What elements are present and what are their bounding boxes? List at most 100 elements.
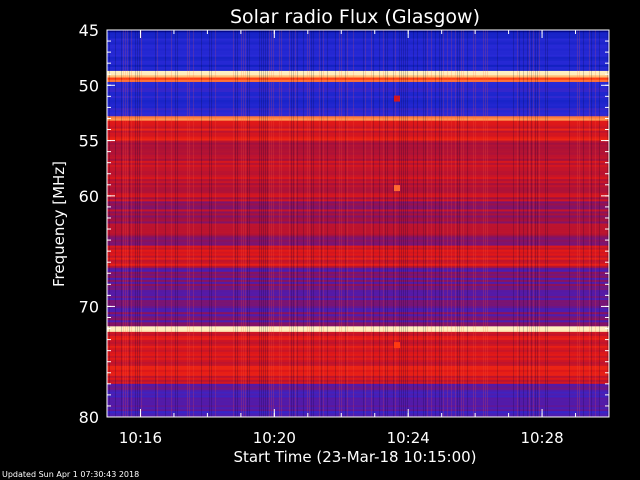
plot-frame — [106, 29, 610, 418]
noise-streak — [235, 30, 236, 417]
freq-band-row — [107, 177, 609, 180]
y-tick-label: 80 — [79, 408, 99, 427]
noise-streak — [463, 30, 464, 417]
noise-streak — [467, 30, 468, 417]
noise-streak — [473, 30, 474, 417]
freq-band-row — [107, 363, 609, 367]
freq-band-row — [107, 241, 609, 245]
noise-streak — [407, 30, 408, 417]
noise-streak — [539, 30, 540, 417]
freq-band-row — [107, 221, 609, 225]
freq-band-row — [107, 375, 609, 379]
freq-band-row — [107, 52, 609, 56]
noise-streak — [125, 30, 126, 417]
noise-streak — [353, 30, 354, 417]
y-axis-label: Frequency [MHz] — [50, 161, 68, 287]
freq-band-row — [107, 409, 609, 412]
freq-band-row — [107, 83, 609, 87]
noise-streak — [443, 30, 444, 417]
freq-band-row — [107, 316, 609, 319]
noise-streak — [457, 30, 458, 417]
noise-streak — [109, 30, 110, 417]
freq-band-row — [107, 181, 609, 184]
freq-band-row — [107, 164, 609, 168]
freq-band-row — [107, 122, 609, 126]
freq-band-row — [107, 88, 609, 91]
noise-streak — [193, 30, 194, 417]
noise-streak — [121, 30, 122, 417]
freq-band-row — [107, 120, 609, 124]
noise-streak — [319, 30, 320, 417]
freq-band-row — [107, 310, 609, 313]
noise-streak — [265, 30, 266, 417]
freq-band-row — [107, 189, 609, 192]
freq-band-row — [107, 373, 609, 377]
freq-band-row — [107, 387, 609, 391]
noise-streak — [607, 30, 608, 417]
noise-streak — [405, 30, 406, 417]
freq-band-row — [107, 90, 609, 93]
freq-band-row — [107, 397, 609, 401]
noise-streak — [187, 30, 188, 417]
freq-band-row — [107, 345, 609, 349]
freq-band-row — [107, 86, 609, 89]
noise-streak — [279, 30, 280, 417]
noise-streak — [129, 30, 130, 417]
noise-streak — [523, 30, 524, 417]
noise-streak — [237, 30, 238, 417]
noise-streak — [403, 30, 404, 417]
freq-band-row — [107, 335, 609, 339]
freq-band-row — [107, 70, 609, 74]
noise-streak — [379, 30, 380, 417]
noise-streak — [487, 30, 488, 417]
freq-band-row — [107, 124, 609, 128]
freq-band-row — [107, 183, 609, 186]
freq-band-row — [107, 343, 609, 347]
noise-streak — [339, 30, 340, 417]
noise-streak — [115, 30, 116, 417]
freq-band-row — [107, 191, 609, 194]
y-tick-label: 50 — [79, 76, 99, 95]
noise-streak — [451, 30, 452, 417]
y-tick-label: 70 — [79, 297, 99, 316]
noise-streak — [335, 30, 336, 417]
freq-band-row — [107, 62, 609, 66]
freq-band-row — [107, 253, 609, 257]
freq-band-row — [107, 395, 609, 399]
freq-band-row — [107, 98, 609, 101]
noise-streak — [261, 30, 262, 417]
freq-band-row — [107, 326, 609, 329]
freq-band-row — [107, 291, 609, 295]
freq-band-row — [107, 60, 609, 64]
freq-band-row — [107, 355, 609, 359]
freq-band-row — [107, 138, 609, 142]
noise-streak — [177, 30, 178, 417]
noise-streak — [233, 30, 234, 417]
freq-band-row — [107, 359, 609, 363]
noise-streak — [155, 30, 156, 417]
freq-band-row — [107, 341, 609, 345]
freq-band-row — [107, 271, 609, 275]
freq-band-row — [107, 243, 609, 247]
freq-band-row — [107, 269, 609, 273]
freq-band-row — [107, 211, 609, 215]
freq-band-row — [107, 367, 609, 371]
noise-streak — [537, 30, 538, 417]
heatmap — [107, 30, 609, 417]
freq-band-row — [107, 273, 609, 277]
y-tick-label: 60 — [79, 187, 99, 206]
noise-streak — [527, 30, 528, 417]
freq-band-row — [107, 207, 609, 211]
freq-band-row — [107, 166, 609, 170]
burst-event — [394, 342, 400, 349]
noise-streak — [517, 30, 518, 417]
freq-band-row — [107, 160, 609, 164]
freq-band-row — [107, 92, 609, 95]
freq-band-row — [107, 261, 609, 265]
freq-band-row — [107, 108, 609, 111]
freq-band-row — [107, 407, 609, 410]
noise-streak — [531, 30, 532, 417]
freq-band-row — [107, 179, 609, 182]
freq-band-row — [107, 203, 609, 207]
freq-band-row — [107, 193, 609, 196]
